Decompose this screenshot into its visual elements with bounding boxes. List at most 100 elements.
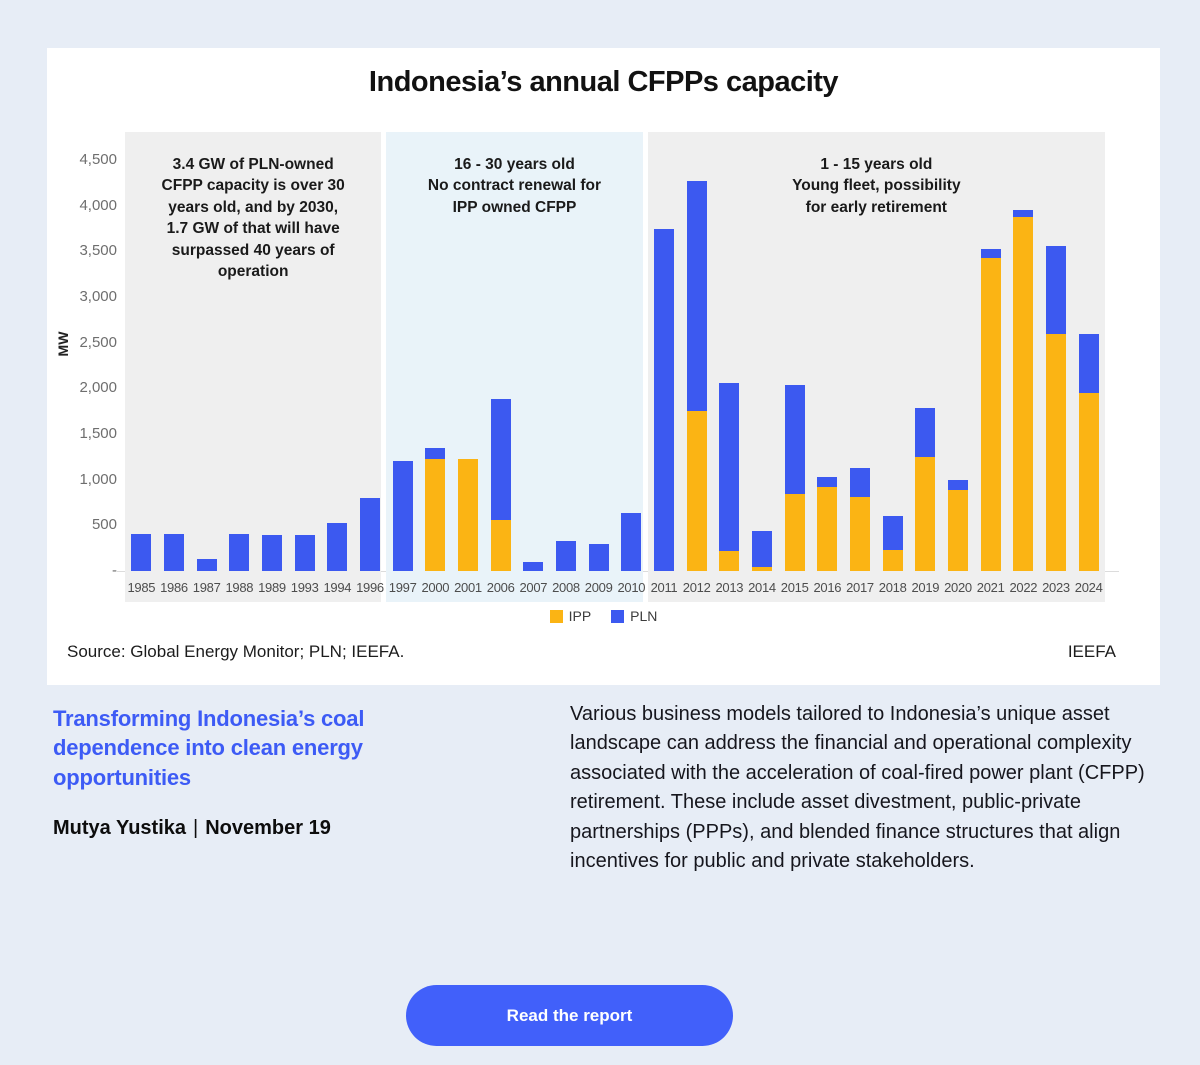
article-title-link[interactable]: Transforming Indonesia’s coal dependence… xyxy=(53,706,365,790)
bar-segment-pln xyxy=(523,561,544,571)
bar-stack-2010 xyxy=(621,513,642,571)
y-tick-4000: 4,000 xyxy=(79,196,117,214)
bar-1986 xyxy=(158,534,191,571)
bar-segment-ipp xyxy=(1013,216,1034,571)
bar-1989 xyxy=(256,535,289,571)
bar-segment-pln xyxy=(621,513,642,571)
y-tick-1000: 1,000 xyxy=(79,470,117,488)
bar-segment-pln xyxy=(1045,245,1066,334)
annotation-line: operation xyxy=(217,262,289,280)
byline-author: Mutya Yustika xyxy=(53,817,187,839)
bar-segment-ipp xyxy=(457,458,478,571)
bar-segment-pln xyxy=(163,534,184,571)
bar-segment-pln xyxy=(327,522,348,571)
bar-2021 xyxy=(974,248,1007,571)
bar-segment-ipp xyxy=(1078,392,1099,571)
bar-1997 xyxy=(386,460,419,571)
bar-stack-2022 xyxy=(1013,210,1034,571)
bar-segment-pln xyxy=(686,181,707,412)
bar-segment-ipp xyxy=(915,456,936,571)
source-row: Source: Global Energy Monitor; PLN; IEEF… xyxy=(67,642,1116,662)
legend-swatch-pln xyxy=(611,609,625,623)
bar-2011 xyxy=(648,229,681,571)
bar-segment-pln xyxy=(653,229,674,571)
x-tick-2018: 2018 xyxy=(878,580,907,595)
source-text: Source: Global Energy Monitor; PLN; IEEF… xyxy=(67,642,405,661)
read-report-button[interactable]: Read the report xyxy=(406,985,733,1046)
bar-stack-1988 xyxy=(229,534,250,571)
bar-segment-ipp xyxy=(817,486,838,571)
article-body: Various business models tailored to Indo… xyxy=(570,703,1145,872)
bar-stack-2015 xyxy=(784,384,805,571)
x-tick-2019: 2019 xyxy=(911,580,940,595)
bar-stack-1987 xyxy=(196,559,217,571)
x-tick-2016: 2016 xyxy=(813,580,842,595)
bar-2016 xyxy=(811,476,844,571)
chart-title: Indonesia’s annual CFPPs capacity xyxy=(368,66,839,98)
bar-stack-1993 xyxy=(294,535,315,571)
bar-stack-2007 xyxy=(523,561,544,571)
bar-stack-2014 xyxy=(751,530,772,571)
x-tick-1986: 1986 xyxy=(160,580,188,595)
bar-2010 xyxy=(615,513,648,571)
bar-2020 xyxy=(942,479,975,571)
bar-segment-pln xyxy=(425,447,446,459)
bar-stack-1997 xyxy=(392,460,413,571)
bar-segment-pln xyxy=(719,382,740,551)
bar-stack-1986 xyxy=(163,534,184,571)
bar-segment-pln xyxy=(196,559,217,571)
bar-stack-2021 xyxy=(980,248,1001,571)
bar-segment-pln xyxy=(849,467,870,498)
byline-separator: | xyxy=(193,817,199,839)
bar-2017 xyxy=(844,467,877,571)
bar-stack-2018 xyxy=(882,516,903,571)
bar-segment-ipp xyxy=(490,519,511,571)
bar-segment-ipp xyxy=(686,411,707,571)
annotation-line: CFPP capacity is over 30 xyxy=(161,177,345,195)
bar-2008 xyxy=(550,540,583,571)
y-tick-4500: 4,500 xyxy=(79,151,117,168)
x-tick-1994: 1994 xyxy=(323,580,352,595)
bar-stack-2013 xyxy=(719,382,740,571)
chart-legend: IPP PLN xyxy=(47,608,1160,624)
legend-label-ipp: IPP xyxy=(568,608,592,624)
bar-stack-2023 xyxy=(1045,245,1066,571)
annotation-line: years old, and by 2030, xyxy=(168,198,339,216)
bar-stack-1994 xyxy=(327,522,348,571)
x-tick-2022: 2022 xyxy=(1009,580,1038,595)
x-tick-1996: 1996 xyxy=(356,580,384,595)
bar-segment-pln xyxy=(751,530,772,568)
chart-card: Indonesia’s annual CFPPs capacity MW 3.4… xyxy=(47,48,1160,685)
annotation-line: 1 - 15 years old xyxy=(820,156,933,173)
bar-segment-ipp xyxy=(425,458,446,571)
bar-segment-pln xyxy=(947,479,968,490)
bar-2024 xyxy=(1072,334,1105,571)
x-tick-2007: 2007 xyxy=(519,580,548,595)
annotation-line: No contract renewal for xyxy=(427,177,602,195)
legend-label-pln: PLN xyxy=(630,608,658,624)
y-tick-3500: 3,500 xyxy=(79,242,117,260)
region-annotation: 1 - 15 years old Young fleet, possibility… xyxy=(648,132,1105,218)
bar-1987 xyxy=(190,559,223,571)
x-tick-1987: 1987 xyxy=(192,580,221,595)
bar-segment-pln xyxy=(882,516,903,550)
bar-stack-2012 xyxy=(686,181,707,571)
chart-canvas: MW 3.4 GW of PLN-owned CFPP capacity is o… xyxy=(47,132,1160,602)
bar-segment-ipp xyxy=(882,549,903,571)
legend-item-ipp: IPP xyxy=(549,608,592,624)
bar-segment-ipp xyxy=(784,494,805,571)
x-tick-1993: 1993 xyxy=(290,580,319,595)
bar-segment-pln xyxy=(229,534,250,571)
bar-segment-ipp xyxy=(751,567,772,571)
bar-segment-pln xyxy=(817,476,838,487)
bar-stack-2019 xyxy=(915,407,936,571)
chart-region-1997-2010: 16 - 30 years old No contract renewal for… xyxy=(386,132,643,602)
bar-stack-2016 xyxy=(817,476,838,571)
annotation-line: 16 - 30 years old xyxy=(454,156,575,173)
bar-stack-2024 xyxy=(1078,334,1099,571)
x-tick-2021: 2021 xyxy=(976,580,1005,595)
y-tick-1500: 1,500 xyxy=(79,425,117,442)
x-tick-2013: 2013 xyxy=(715,580,744,595)
x-tick-2015: 2015 xyxy=(780,580,809,595)
